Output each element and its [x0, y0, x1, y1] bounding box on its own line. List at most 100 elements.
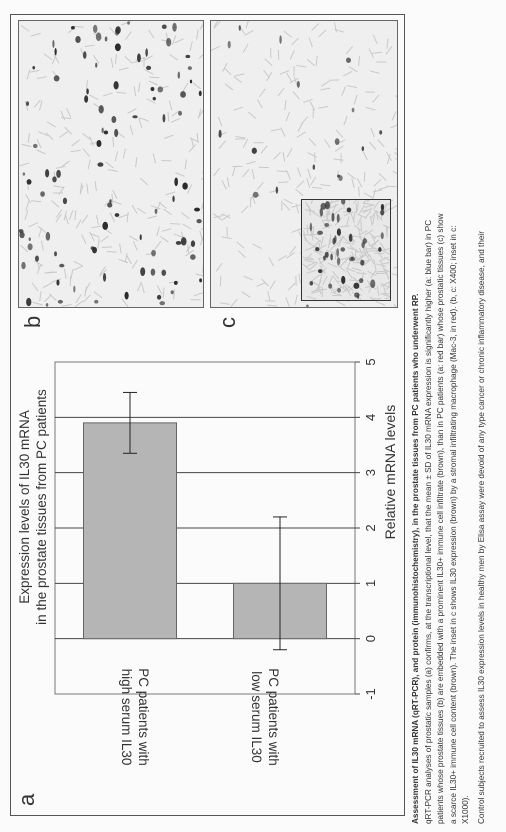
tissue-fiber: [132, 240, 138, 251]
stained-cell: [19, 231, 25, 239]
tissue-fiber: [354, 224, 363, 233]
tissue-fiber: [84, 282, 91, 292]
stained-cell: [150, 268, 156, 276]
tissue-fiber: [161, 228, 172, 232]
tissue-fiber: [296, 65, 307, 68]
tissue-fiber: [126, 254, 132, 265]
stained-cell: [132, 115, 138, 119]
tissue-fiber: [364, 204, 375, 208]
tissue-fiber: [245, 20, 250, 29]
stained-cell: [309, 222, 313, 232]
tissue-fiber: [328, 204, 339, 210]
tissue-fiber: [289, 77, 299, 84]
tissue-fiber: [350, 213, 356, 224]
tissue-fiber: [45, 132, 54, 140]
tissue-fiber: [150, 205, 161, 210]
tissue-fiber: [233, 76, 242, 84]
tissue-fiber: [267, 290, 271, 301]
tissue-fiber: [63, 268, 67, 279]
stained-cell: [114, 43, 121, 52]
tissue-fiber: [372, 188, 377, 199]
stained-cell: [324, 223, 329, 227]
tissue-fiber: [320, 87, 331, 91]
tissue-fiber: [302, 263, 311, 271]
tissue-fiber: [273, 151, 281, 160]
tissue-fiber: [221, 180, 227, 190]
tissue-fiber: [231, 166, 236, 177]
stained-cell: [56, 279, 60, 286]
stained-cell: [62, 197, 68, 205]
stained-cell: [336, 257, 341, 266]
tissue-fiber: [105, 161, 114, 169]
tissue-fiber: [357, 213, 367, 219]
stained-cell: [317, 269, 323, 274]
stained-cell: [380, 209, 385, 216]
tissue-fiber: [213, 20, 220, 27]
tissue-fiber: [236, 241, 245, 249]
tissue-fiber: [227, 20, 236, 22]
stained-cell: [337, 174, 341, 178]
stained-cell: [370, 279, 376, 288]
stained-cell: [26, 101, 29, 106]
tissue-fiber: [357, 216, 363, 226]
tissue-fiber: [296, 131, 306, 138]
tissue-fiber: [303, 233, 314, 237]
stained-cell: [334, 235, 337, 244]
caption-line: patients whose prostate tissues (b) are …: [436, 213, 445, 825]
tissue-fiber: [242, 138, 249, 149]
stained-cell: [341, 197, 346, 205]
tissue-fiber: [219, 302, 230, 305]
stained-cell: [309, 281, 314, 286]
stained-cell: [340, 247, 346, 252]
stained-cell: [378, 247, 382, 252]
stained-cell: [59, 263, 65, 268]
tissue-fiber: [396, 84, 398, 92]
tissue-fiber: [198, 51, 204, 59]
stained-cell: [98, 105, 104, 114]
tissue-fiber: [370, 210, 377, 219]
stained-cell: [95, 62, 98, 68]
tissue-fiber: [318, 29, 327, 38]
tissue-fiber: [258, 88, 266, 98]
tissue-fiber: [379, 242, 387, 252]
tissue-fiber: [368, 249, 379, 252]
tissue-fiber: [99, 266, 107, 275]
tissue-fiber: [114, 53, 118, 64]
tissue-fiber: [64, 214, 69, 225]
tissue-fiber: [223, 67, 232, 76]
tissue-fiber: [391, 111, 397, 121]
tissue-fiber: [296, 180, 305, 189]
stained-cell: [196, 219, 202, 224]
tissue-fiber: [163, 134, 174, 139]
tissue-fiber: [260, 145, 268, 154]
stained-cell: [157, 86, 164, 93]
stained-cell: [111, 116, 117, 123]
tissue-fiber: [308, 37, 313, 48]
tissue-fiber: [386, 38, 389, 49]
stained-cell: [320, 202, 327, 210]
figure-caption: Assessment of IL30 mRNA (qRT-PCR), and p…: [410, 9, 488, 825]
stained-cell: [189, 79, 193, 84]
tissue-fiber: [118, 258, 129, 264]
tissue-fiber: [53, 185, 64, 188]
tissue-fiber: [132, 60, 143, 63]
tissue-fiber: [245, 160, 256, 165]
tissue-fiber: [63, 210, 67, 221]
stained-cell: [159, 301, 166, 306]
tissue-fiber: [283, 198, 294, 205]
tissue-fiber: [291, 37, 299, 46]
tissue-fiber: [94, 181, 97, 192]
tissue-fiber: [369, 141, 377, 150]
tissue-fiber: [395, 147, 398, 154]
stained-cell: [360, 259, 365, 266]
tissue-fiber: [269, 280, 276, 290]
tissue-fiber: [34, 260, 44, 267]
tissue-fiber: [190, 137, 194, 148]
stained-cell: [40, 191, 45, 197]
tissue-fiber: [195, 273, 204, 277]
stained-cell: [45, 303, 49, 307]
tissue-fiber: [167, 111, 170, 122]
tissue-fiber: [61, 303, 72, 307]
tissue-fiber: [251, 194, 256, 205]
